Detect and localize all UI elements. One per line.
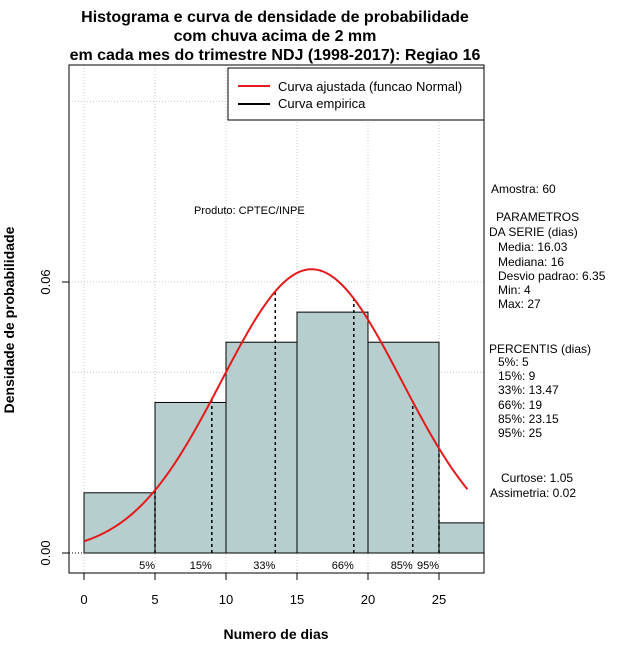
- percentile-label: 66%: [332, 560, 354, 572]
- stat-p85: 85%: 23.15: [498, 412, 559, 426]
- x-tick-label: 20: [361, 592, 375, 607]
- histogram-bars: [83, 311, 485, 554]
- x-tick-label: 5: [151, 592, 158, 607]
- stat-kurtosis: Curtose: 1.05: [501, 471, 573, 485]
- stat-mean: Media: 16.03: [498, 240, 568, 254]
- y-axis-title: Densidade de probabilidade: [1, 226, 17, 413]
- stat-p15: 15%: 9: [498, 369, 536, 383]
- side-statistics: Amostra: 60 PARAMETROS DA SERIE (dias) M…: [489, 182, 606, 500]
- product-annotation: Produto: CPTEC/INPE: [194, 205, 305, 217]
- percentile-lines: 5% 15% 33% 66% 85% 95%: [69, 291, 484, 572]
- stat-max: Max: 27: [498, 297, 541, 311]
- percentile-label: 15%: [190, 560, 212, 572]
- legend-box: [227, 67, 485, 121]
- stat-min: Min: 4: [498, 283, 531, 297]
- stat-skewness: Assimetria: 0.02: [490, 486, 576, 500]
- stat-median: Mediana: 16: [498, 255, 564, 269]
- percentile-label: 95%: [417, 560, 439, 572]
- histogram-bar: [296, 311, 369, 554]
- chart-title-line-3: em cada mes do trimestre NDJ (1998-2017)…: [70, 47, 481, 64]
- percentile-label: 5%: [139, 560, 155, 572]
- y-axis: 0.00 0.06: [38, 269, 70, 566]
- legend: Curva ajustada (funcao Normal) Curva emp…: [227, 67, 485, 121]
- stat-p66: 66%: 19: [498, 398, 542, 412]
- legend-label-normal: Curva ajustada (funcao Normal): [278, 79, 462, 94]
- x-tick-label: 25: [432, 592, 446, 607]
- stat-params-title-2: DA SERIE (dias): [489, 225, 578, 239]
- percentile-label: 85%: [391, 560, 413, 572]
- stat-stddev: Desvio padrao: 6.35: [498, 269, 606, 283]
- stat-p95: 95%: 25: [498, 426, 542, 440]
- legend-label-empirical: Curva empirica: [278, 96, 366, 111]
- x-axis: 0 5 10 15 20 25: [80, 572, 446, 607]
- chart-title-line-2: com chuva acima de 2 mm: [174, 28, 377, 45]
- stat-sample: Amostra: 60: [491, 182, 556, 196]
- y-tick-label: 0.00: [38, 540, 53, 565]
- x-tick-label: 15: [290, 592, 304, 607]
- x-axis-title: Numero de dias: [223, 626, 328, 642]
- stat-params-title-1: PARAMETROS: [496, 210, 579, 224]
- y-tick-label: 0.06: [38, 269, 53, 294]
- stat-p5: 5%: 5: [498, 355, 529, 369]
- x-tick-label: 0: [80, 592, 87, 607]
- chart-title-line-1: Histograma e curva de densidade de proba…: [81, 9, 469, 26]
- stat-percentiles-title: PERCENTIS (dias): [489, 342, 591, 356]
- x-tick-label: 10: [219, 592, 233, 607]
- percentile-label: 33%: [253, 560, 275, 572]
- stat-p33: 33%: 13.47: [498, 383, 559, 397]
- histogram-bar: [438, 522, 485, 554]
- histogram-bar: [225, 341, 298, 554]
- normal-fit-curve: [83, 268, 469, 543]
- histogram-bar: [367, 341, 440, 554]
- histogram-bar: [154, 401, 227, 554]
